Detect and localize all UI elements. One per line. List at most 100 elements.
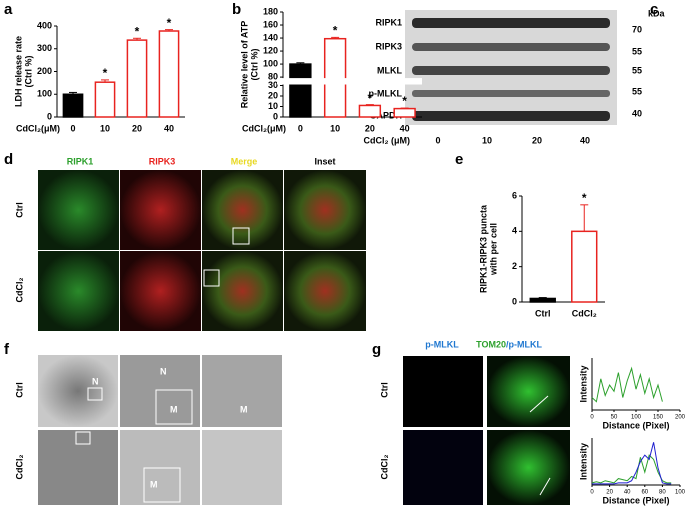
significance-label: * <box>103 66 108 80</box>
panel-letter: a <box>4 1 13 18</box>
y-axis-label: with per cell <box>488 223 498 276</box>
line <box>592 442 672 485</box>
column-label: Merge <box>231 156 258 166</box>
x-tick-label: 0 <box>590 490 594 496</box>
x-tick-label: 0 <box>590 415 594 421</box>
x-axis-label: Distance (Pixel) <box>602 420 669 430</box>
x-tick-label: 0 <box>298 123 303 133</box>
y-tick-label: 400 <box>37 20 52 30</box>
bar <box>529 297 556 303</box>
x-tick-label: 200 <box>675 415 685 421</box>
x-tick-label: 40 <box>400 123 410 133</box>
column-label: RIPK1 <box>67 156 94 166</box>
x-axis-label: CdCl₂(μM) <box>16 123 60 133</box>
y-tick-label: 100 <box>263 58 278 68</box>
lane-label: 0 <box>435 135 440 145</box>
x-tick-label: 40 <box>624 490 631 496</box>
marker: N <box>92 376 99 386</box>
row-label: CdCl₂ <box>14 455 24 480</box>
bar <box>323 37 347 118</box>
panel-letter: b <box>232 1 241 18</box>
kda-label: 70 <box>632 24 642 34</box>
panel-g: p-MLKL TOM20 /p-MLKL Ctrl CdCl₂ <box>379 339 570 505</box>
line <box>591 366 663 403</box>
bar <box>358 104 382 118</box>
significance-label: * <box>333 24 338 38</box>
row-label: CdCl₂ <box>379 455 389 480</box>
x-tick-label: 10 <box>330 123 340 133</box>
panel-letter: f <box>4 341 10 358</box>
x-tick-label: 20 <box>365 123 375 133</box>
panel-letters: a b c d e f g <box>4 1 658 358</box>
x-axis-label: CdCl₂(μM) <box>242 123 286 133</box>
panel-letter: d <box>4 151 13 168</box>
row-label: CdCl₂ <box>14 278 24 303</box>
marker: M <box>240 404 248 414</box>
x-tick-label: 150 <box>653 415 664 421</box>
y-tick-label: 0 <box>47 111 52 121</box>
y-tick-label: 20 <box>268 90 278 100</box>
y-axis-label: (Ctrl %) <box>249 49 259 81</box>
column-label: Inset <box>314 156 335 166</box>
x-tick-label: 100 <box>631 415 642 421</box>
y-tick-label: 0 <box>512 296 517 306</box>
x-tick-label: Ctrl <box>535 308 551 318</box>
y-tick-label: 0 <box>273 111 278 121</box>
row-label: Ctrl <box>379 382 389 398</box>
bar <box>158 30 180 118</box>
significance-label: * <box>135 24 140 38</box>
column-label: RIPK3 <box>149 156 176 166</box>
bar <box>62 93 84 118</box>
y-axis-label: Intensity <box>578 365 588 402</box>
y-tick-label: 100 <box>37 89 52 99</box>
x-tick-label: 40 <box>164 123 174 133</box>
kda-label: 55 <box>632 46 642 56</box>
y-tick-label: 80 <box>268 71 278 81</box>
y-tick-label: 140 <box>263 32 278 42</box>
x-tick-label: 50 <box>611 415 618 421</box>
kda-label: 55 <box>632 86 642 96</box>
y-tick-label: 4 <box>512 226 517 236</box>
y-tick-label: 200 <box>37 66 52 76</box>
bar <box>289 63 312 118</box>
lane-label: 40 <box>580 135 590 145</box>
protein-label: MLKL <box>377 65 402 75</box>
lane-label: 10 <box>482 135 492 145</box>
blot-xlabel: CdCl₂ (μM) <box>364 135 411 145</box>
x-axis-label: Distance (Pixel) <box>602 495 669 505</box>
panel-letter: g <box>372 341 381 358</box>
x-tick-label: 20 <box>606 490 613 496</box>
y-tick-label: 300 <box>37 43 52 53</box>
column-label: p-MLKL <box>425 339 459 349</box>
bar <box>94 81 116 118</box>
x-tick-label: 60 <box>641 490 648 496</box>
y-tick-label: 180 <box>263 6 278 16</box>
panel-letter: c <box>650 1 658 18</box>
x-tick-label: 10 <box>100 123 110 133</box>
panel-f: N N M M M Ctrl CdCl₂ <box>14 355 282 505</box>
axis-break <box>277 78 422 85</box>
lane-label: 20 <box>532 135 542 145</box>
x-tick-label: CdCl₂ <box>572 308 597 318</box>
x-tick-label: 100 <box>675 490 685 496</box>
significance-label: * <box>402 94 407 108</box>
column-label: TOM20 <box>476 339 506 349</box>
significance-label: * <box>582 191 587 205</box>
row-label: Ctrl <box>14 382 24 398</box>
protein-label: p-MLKL <box>369 88 403 98</box>
y-axis-label: LDH release rate <box>13 36 23 107</box>
significance-label: * <box>368 91 373 105</box>
panel-d: RIPK1 RIPK3 Merge Inset Ctrl CdCl₂ <box>14 156 366 331</box>
y-tick-label: 10 <box>268 101 278 111</box>
y-axis-label: (Ctrl %) <box>23 56 33 88</box>
protein-label: GAPDH <box>369 110 402 120</box>
line <box>591 454 672 484</box>
y-axis-label: RIPK1-RIPK3 puncta <box>478 204 488 293</box>
marker: M <box>170 404 178 414</box>
y-tick-label: 30 <box>268 80 278 90</box>
column-label: /p-MLKL <box>506 339 542 349</box>
significance-label: * <box>167 16 172 30</box>
western-blot: RIPK1 RIPK3 MLKL p-MLKL GAPDH kDa 70 55 … <box>364 8 666 145</box>
protein-label: RIPK3 <box>375 41 402 51</box>
